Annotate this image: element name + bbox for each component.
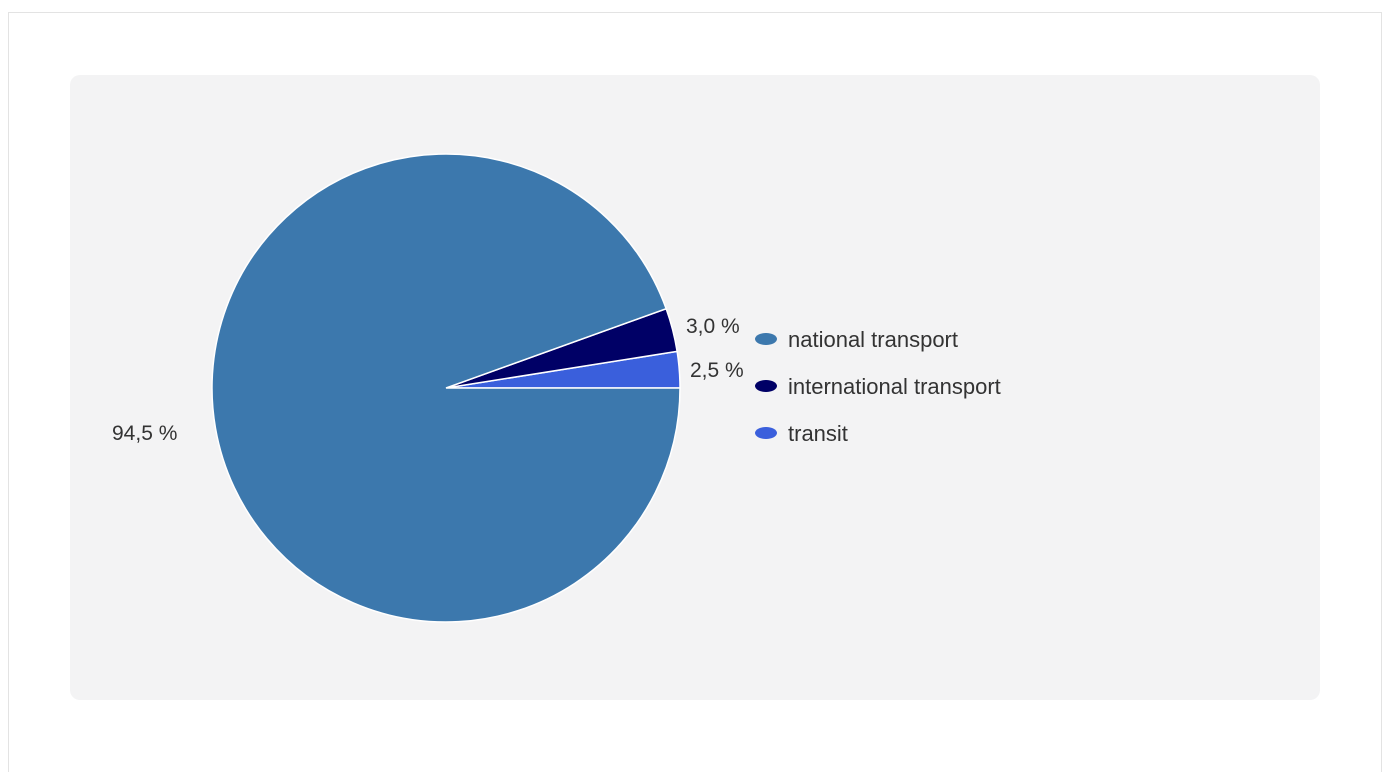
legend-item-transit[interactable]: transit	[755, 421, 848, 446]
data-label-transit: 2,5 %	[690, 359, 744, 382]
pie-data-labels: 94,5 % 3,0 % 2,5 %	[112, 315, 744, 445]
legend-item-international-transport[interactable]: international transport	[755, 374, 1001, 399]
pie-slice-national-transport	[211, 153, 681, 623]
chart-legend: national transport international transpor…	[755, 327, 1001, 446]
legend-item-national-transport[interactable]: national transport	[755, 327, 958, 352]
legend-marker-transit	[755, 427, 777, 439]
pie-chart: 94,5 % 3,0 % 2,5 % national transport inter…	[112, 153, 1001, 623]
pie-slices	[211, 153, 681, 623]
legend-label-transit: transit	[788, 421, 848, 446]
legend-label-international-transport: international transport	[788, 374, 1001, 399]
legend-marker-national-transport	[755, 333, 777, 345]
data-label-international-transport: 3,0 %	[686, 315, 740, 338]
legend-marker-international-transport	[755, 380, 777, 392]
data-label-national-transport: 94,5 %	[112, 422, 177, 445]
legend-label-national-transport: national transport	[788, 327, 958, 352]
